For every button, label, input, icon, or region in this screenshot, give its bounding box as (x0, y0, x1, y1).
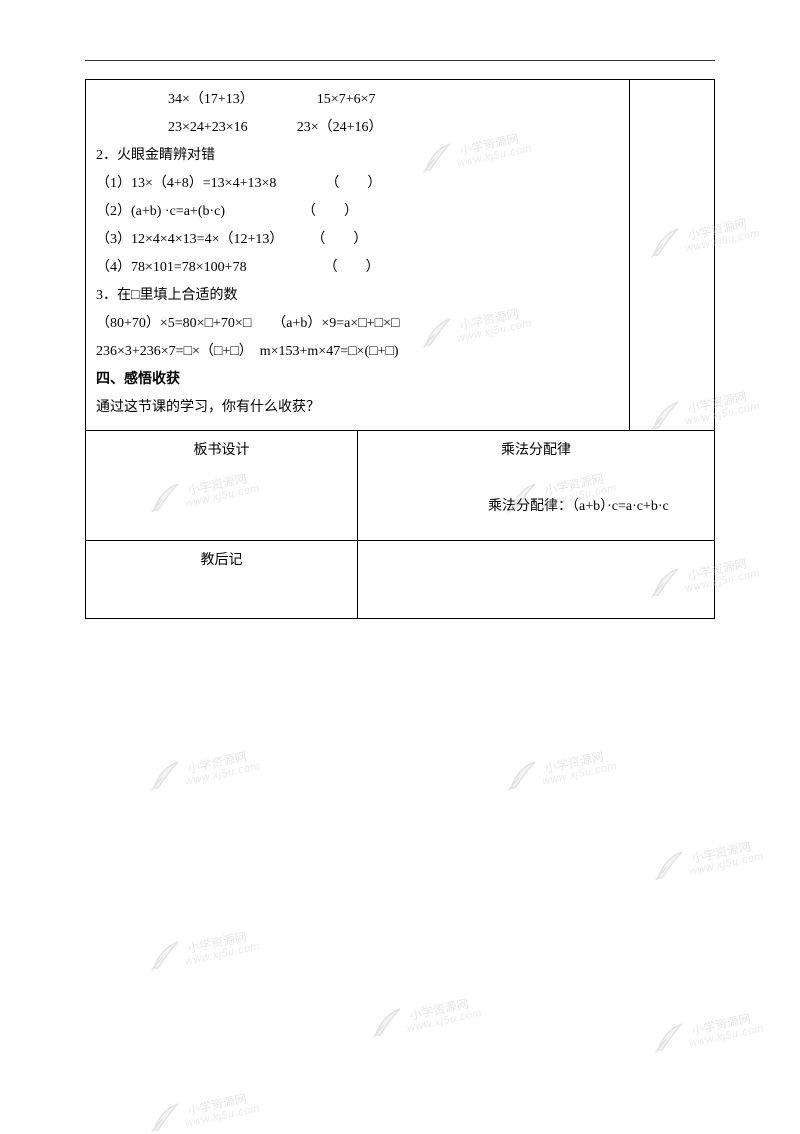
spacer (251, 120, 293, 135)
expr: 15×7+6×7 (317, 92, 376, 107)
watermark: 小学资源网www.xj5u.com (505, 758, 655, 792)
s2-item-4: （4）78×101=78×100+78 （ ） (96, 254, 619, 282)
watermark-text-cn: 小学资源网 (690, 1010, 752, 1039)
page-frame: 34×（17+13） 15×7+6×7 23×24+23×16 23×（24+1… (85, 60, 715, 619)
table-row: 板书设计 乘法分配律 乘法分配律：（a+b）·c=a·c+b·c (86, 431, 715, 541)
main-cell: 34×（17+13） 15×7+6×7 23×24+23×16 23×（24+1… (86, 80, 630, 431)
expr-line: 34×（17+13） 15×7+6×7 (96, 86, 619, 114)
expr: 23×（24+16） (297, 120, 383, 135)
bansu-label-cell: 板书设计 (86, 431, 358, 541)
watermark-text-cn: 小学资源网 (186, 928, 248, 957)
s4-line: 通过这节课的学习，你有什么收获？ (96, 394, 619, 422)
bansu-formula: 乘法分配律：（a+b）·c=a·c+b·c (368, 493, 704, 521)
jiaohou-label-cell: 教后记 (86, 541, 358, 619)
watermark-text-url: www.xj5u.com (184, 760, 261, 788)
section-2-title: 2．火眼金睛辨对错 (96, 142, 619, 170)
watermark: 小学资源网www.xj5u.com (652, 848, 800, 882)
bansu-label: 板书设计 (194, 443, 250, 458)
watermark: 小学资源网www.xj5u.com (148, 938, 298, 972)
watermark: 小学资源网www.xj5u.com (370, 1005, 520, 1039)
expr: 23×24+23×16 (168, 120, 248, 135)
expr: 34×（17+13） (168, 92, 254, 107)
bansu-title: 乘法分配律 (368, 437, 704, 465)
spacer-line (368, 465, 704, 493)
spacer (257, 92, 313, 107)
jiaohou-content-cell (358, 541, 715, 619)
section-3-title: 3．在□里填上合适的数 (96, 282, 619, 310)
watermark-text-cn: 小学资源网 (408, 995, 470, 1024)
watermark-text-url: www.xj5u.com (688, 1022, 765, 1050)
watermark: 小学资源网www.xj5u.com (652, 1020, 800, 1054)
expr-line: 23×24+23×16 23×（24+16） (96, 114, 619, 142)
watermark: 小学资源网www.xj5u.com (148, 758, 298, 792)
s3-line-1: （80+70）×5=80×□+70×□ （a+b）×9=a×□+□×□ (96, 310, 619, 338)
lesson-table: 34×（17+13） 15×7+6×7 23×24+23×16 23×（24+1… (85, 79, 715, 619)
watermark-text-url: www.xj5u.com (406, 1007, 483, 1035)
watermark-text-url: www.xj5u.com (688, 850, 765, 878)
bansu-content-cell: 乘法分配律 乘法分配律：（a+b）·c=a·c+b·c (358, 431, 715, 541)
s2-item-1: （1）13×（4+8）=13×4+13×8 （ ） (96, 170, 619, 198)
section-4-title: 四、感悟收获 (96, 366, 619, 394)
watermark-text-cn: 小学资源网 (186, 1090, 248, 1119)
top-rule (85, 60, 715, 61)
s2-item-3: （3）12×4×4×13=4×（12+13） （ ） (96, 226, 619, 254)
watermark-text-cn: 小学资源网 (690, 838, 752, 867)
jiaohou-label: 教后记 (201, 553, 243, 568)
s3-line-2: 236×3+236×7=□×（□+□） m×153+m×47=□×(□+□) (96, 338, 619, 366)
table-row: 教后记 (86, 541, 715, 619)
s2-item-2: （2）(a+b) ·c=a+(b·c) （ ） (96, 198, 619, 226)
side-cell (630, 80, 715, 431)
watermark: 小学资源网www.xj5u.com (148, 1100, 298, 1134)
table-row: 34×（17+13） 15×7+6×7 23×24+23×16 23×（24+1… (86, 80, 715, 431)
watermark-text-url: www.xj5u.com (541, 760, 618, 788)
watermark-text-cn: 小学资源网 (186, 748, 248, 777)
watermark-text-cn: 小学资源网 (543, 748, 605, 777)
watermark-text-url: www.xj5u.com (184, 940, 261, 968)
watermark-text-url: www.xj5u.com (184, 1102, 261, 1130)
